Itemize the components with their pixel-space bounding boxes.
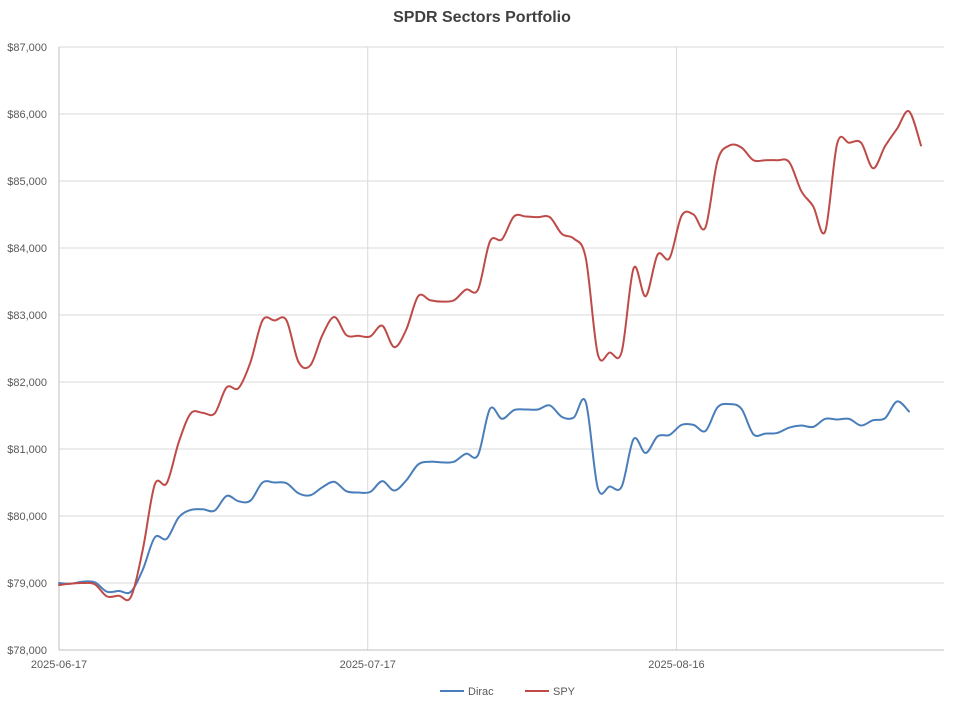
y-tick-label: $85,000 <box>7 176 47 188</box>
legend: Dirac SPY <box>440 686 576 698</box>
y-tick-label: $79,000 <box>7 578 47 590</box>
y-tick-label: $86,000 <box>7 109 47 121</box>
chart-title: SPDR Sectors Portfolio <box>393 9 571 26</box>
y-tick-label: $83,000 <box>7 310 47 322</box>
x-tick-label: 2025-07-17 <box>340 659 396 671</box>
legend-label-dirac: Dirac <box>468 686 494 698</box>
y-axis-tick-labels: $78,000 $79,000 $80,000 $81,000 $82,000 $83,0… <box>7 42 47 657</box>
legend-label-spy: SPY <box>553 686 576 698</box>
x-tick-label: 2025-08-16 <box>648 659 704 671</box>
y-tick-label: $81,000 <box>7 444 47 456</box>
series-line-spy <box>58 110 922 602</box>
y-tick-label: $78,000 <box>7 645 47 657</box>
series-lines <box>58 110 922 602</box>
series-line-dirac <box>58 398 911 595</box>
axes <box>58 47 944 651</box>
y-tick-label: $87,000 <box>7 42 47 54</box>
y-tick-label: $82,000 <box>7 377 47 389</box>
grid-lines <box>59 46 944 650</box>
y-tick-label: $80,000 <box>7 511 47 523</box>
x-tick-label: 2025-06-17 <box>31 659 87 671</box>
x-axis-tick-labels: 2025-06-17 2025-07-17 2025-08-16 <box>31 659 705 671</box>
y-tick-label: $84,000 <box>7 243 47 255</box>
